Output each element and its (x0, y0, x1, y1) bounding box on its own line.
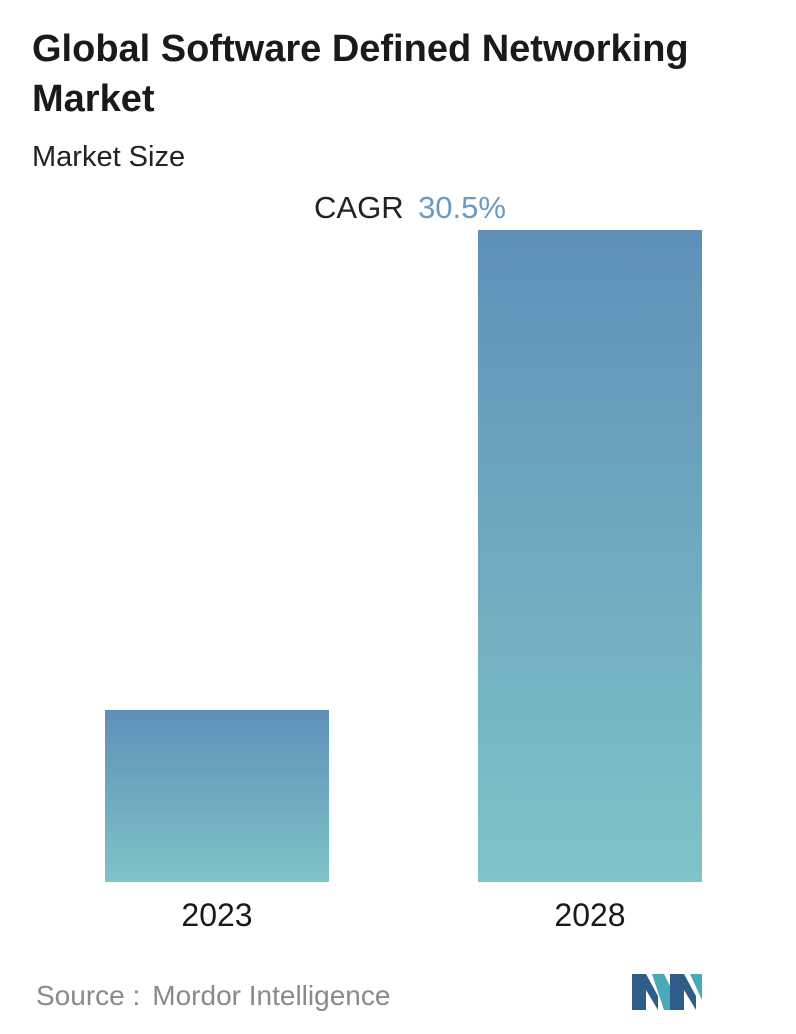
x-tick-label-2028: 2028 (554, 897, 625, 933)
x-tick-label-2023: 2023 (181, 897, 252, 933)
bar-2023 (105, 709, 329, 882)
cagr-annotation: CAGR 30.5% (314, 190, 506, 225)
source-name: Mordor Intelligence (152, 980, 391, 1011)
bar-2028 (478, 230, 702, 882)
chart-subtitle: Market Size (32, 141, 186, 173)
cagr-value: 30.5% (418, 190, 506, 225)
x-tick-labels: 2023 2028 (181, 897, 625, 933)
chart-title: Global Software Defined Networking Marke… (32, 28, 689, 120)
source-line: Source : Mordor Intelligence (36, 978, 390, 1014)
mordor-intelligence-logo-icon (632, 974, 702, 1010)
source-label: Source : (36, 980, 141, 1011)
cagr-label: CAGR (314, 190, 404, 225)
bars-group (105, 230, 702, 882)
